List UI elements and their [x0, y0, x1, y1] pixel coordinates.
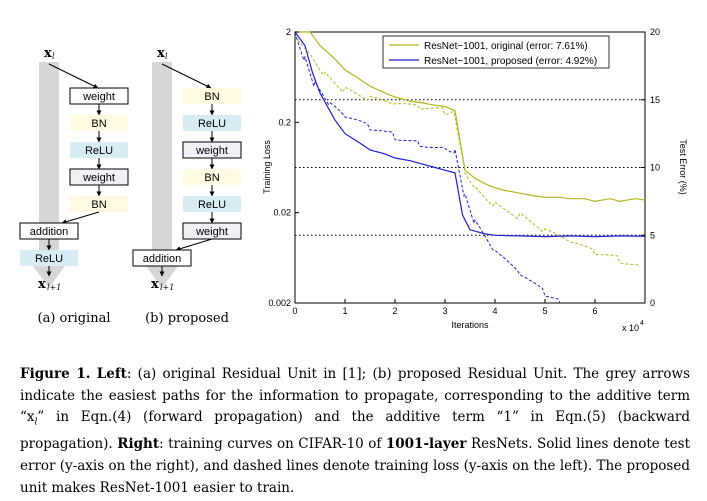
relu-layer: [183, 196, 241, 212]
caption-text: : (a) original Residual Unit in [1]; (b)…: [20, 366, 690, 426]
y-left-tick-label: 2: [286, 27, 291, 37]
legend-box: [382, 35, 610, 69]
block-arrow: [61, 211, 100, 225]
output-label: x: [151, 277, 159, 292]
y-left-tick-label: 0.02: [273, 208, 291, 218]
plot-frame: [294, 31, 646, 304]
x-multiplier: x 10: [622, 323, 639, 333]
x-tick-label: 1: [342, 306, 347, 316]
caption-left-label: Left: [96, 366, 127, 382]
relu-label: ReLU: [198, 199, 226, 211]
x-tick-label: 0: [292, 306, 297, 316]
y-left-tick-label: 0.2: [278, 117, 291, 127]
y-right-tick-label: 20: [650, 27, 660, 37]
caption-text: : training curves on CIFAR-10 of: [159, 436, 382, 453]
relu-layer: [183, 115, 241, 131]
caption-right-label: Right: [117, 436, 160, 453]
y-right-tick-label: 10: [650, 163, 660, 173]
x-tick-label: 2: [392, 306, 397, 316]
bn-label: BN: [204, 91, 219, 103]
bn-label: BN: [204, 172, 219, 184]
addition-label: addition: [143, 253, 182, 265]
training-loss-line: [294, 32, 561, 304]
weight-label: weight: [195, 226, 228, 238]
caption-text: ResNets. Solid lines denote test error (…: [20, 436, 691, 496]
legend-proposed-label: ResNet−1001, proposed (error: 4.92%): [424, 56, 597, 67]
proposed-unit-diagram: x l BN ReLU weight BN ReLU weight additi…: [132, 46, 242, 326]
training-curves-chart: 0 1 2 3 4 5 6 2 0.2 0.02 0.002 20 15 10 5 0 Training Lo…: [262, 27, 688, 333]
output-label: x: [38, 277, 46, 292]
x-multiplier-exponent: 4: [640, 320, 644, 327]
input-sub: l: [52, 52, 55, 61]
original-caption: (a) original: [38, 311, 111, 326]
y-right-tick-label: 0: [650, 298, 655, 308]
y-left-tick-label: 0.002: [268, 298, 291, 308]
caption-bold-term: 1001-layer: [385, 436, 467, 453]
output-sub: l+1: [47, 283, 61, 292]
caption-text: ” in Eqn.(4) (forward propagation) and t…: [20, 409, 690, 453]
weight-label: weight: [82, 172, 115, 184]
bn-label: BN: [91, 199, 106, 211]
y-left-axis-label: Training Loss: [262, 140, 272, 194]
input-label: x: [44, 46, 52, 61]
post-relu-label: ReLU: [35, 253, 63, 265]
input-sub: l: [165, 52, 168, 61]
block-arrow: [175, 238, 213, 252]
legend-original-label: ResNet−1001, original (error: 7.61%): [424, 41, 588, 52]
proposed-caption: (b) proposed: [145, 311, 229, 326]
residual-arrow: [48, 63, 99, 89]
residual-arrow: [161, 63, 212, 89]
axis-ticks: 0 1 2 3 4 5 6 2 0.2 0.02 0.002 20 15 10 5 0: [268, 27, 660, 316]
original-unit-diagram: x l weight BN ReLU weight BN addition Re…: [19, 46, 129, 326]
y-right-tick-label: 15: [650, 95, 660, 105]
figure-caption: Figure 1. Left: (a) original Residual Un…: [20, 364, 690, 499]
addition-label: addition: [30, 226, 69, 238]
legend: ResNet−1001, original (error: 7.61%) Res…: [382, 35, 610, 69]
relu-label: ReLU: [198, 118, 226, 130]
x-tick-label: 5: [542, 306, 547, 316]
post-relu-layer: [20, 250, 78, 266]
training-loss-line: [294, 35, 641, 268]
bn-layer: [183, 88, 241, 104]
bn-label: BN: [91, 118, 106, 130]
weight-label: weight: [195, 145, 228, 157]
bn-layer: [70, 196, 128, 212]
test-error-line: [294, 31, 646, 238]
y-right-tick-label: 5: [650, 230, 655, 240]
y-right-axis-label: Test Error (%): [678, 139, 688, 195]
relu-layer: [70, 142, 128, 158]
x-tick-label: 6: [592, 306, 597, 316]
input-label: x: [157, 46, 165, 61]
relu-label: ReLU: [85, 145, 113, 157]
caption-prefix: Figure 1.: [20, 366, 91, 382]
caption-subscript: l: [34, 417, 38, 428]
bn-layer: [183, 169, 241, 185]
bn-layer: [70, 115, 128, 131]
grey-shortcut-arrow: [143, 62, 181, 288]
x-tick-label: 3: [442, 306, 447, 316]
x-axis-label: Iterations: [451, 320, 489, 330]
output-sub: l+1: [160, 283, 174, 292]
figure-panel: x l weight BN ReLU weight BN addition Re…: [19, 27, 688, 333]
weight-label: weight: [82, 91, 115, 103]
series-layer: [294, 31, 646, 304]
x-tick-label: 4: [492, 306, 497, 316]
test-error-line: [295, 31, 646, 203]
